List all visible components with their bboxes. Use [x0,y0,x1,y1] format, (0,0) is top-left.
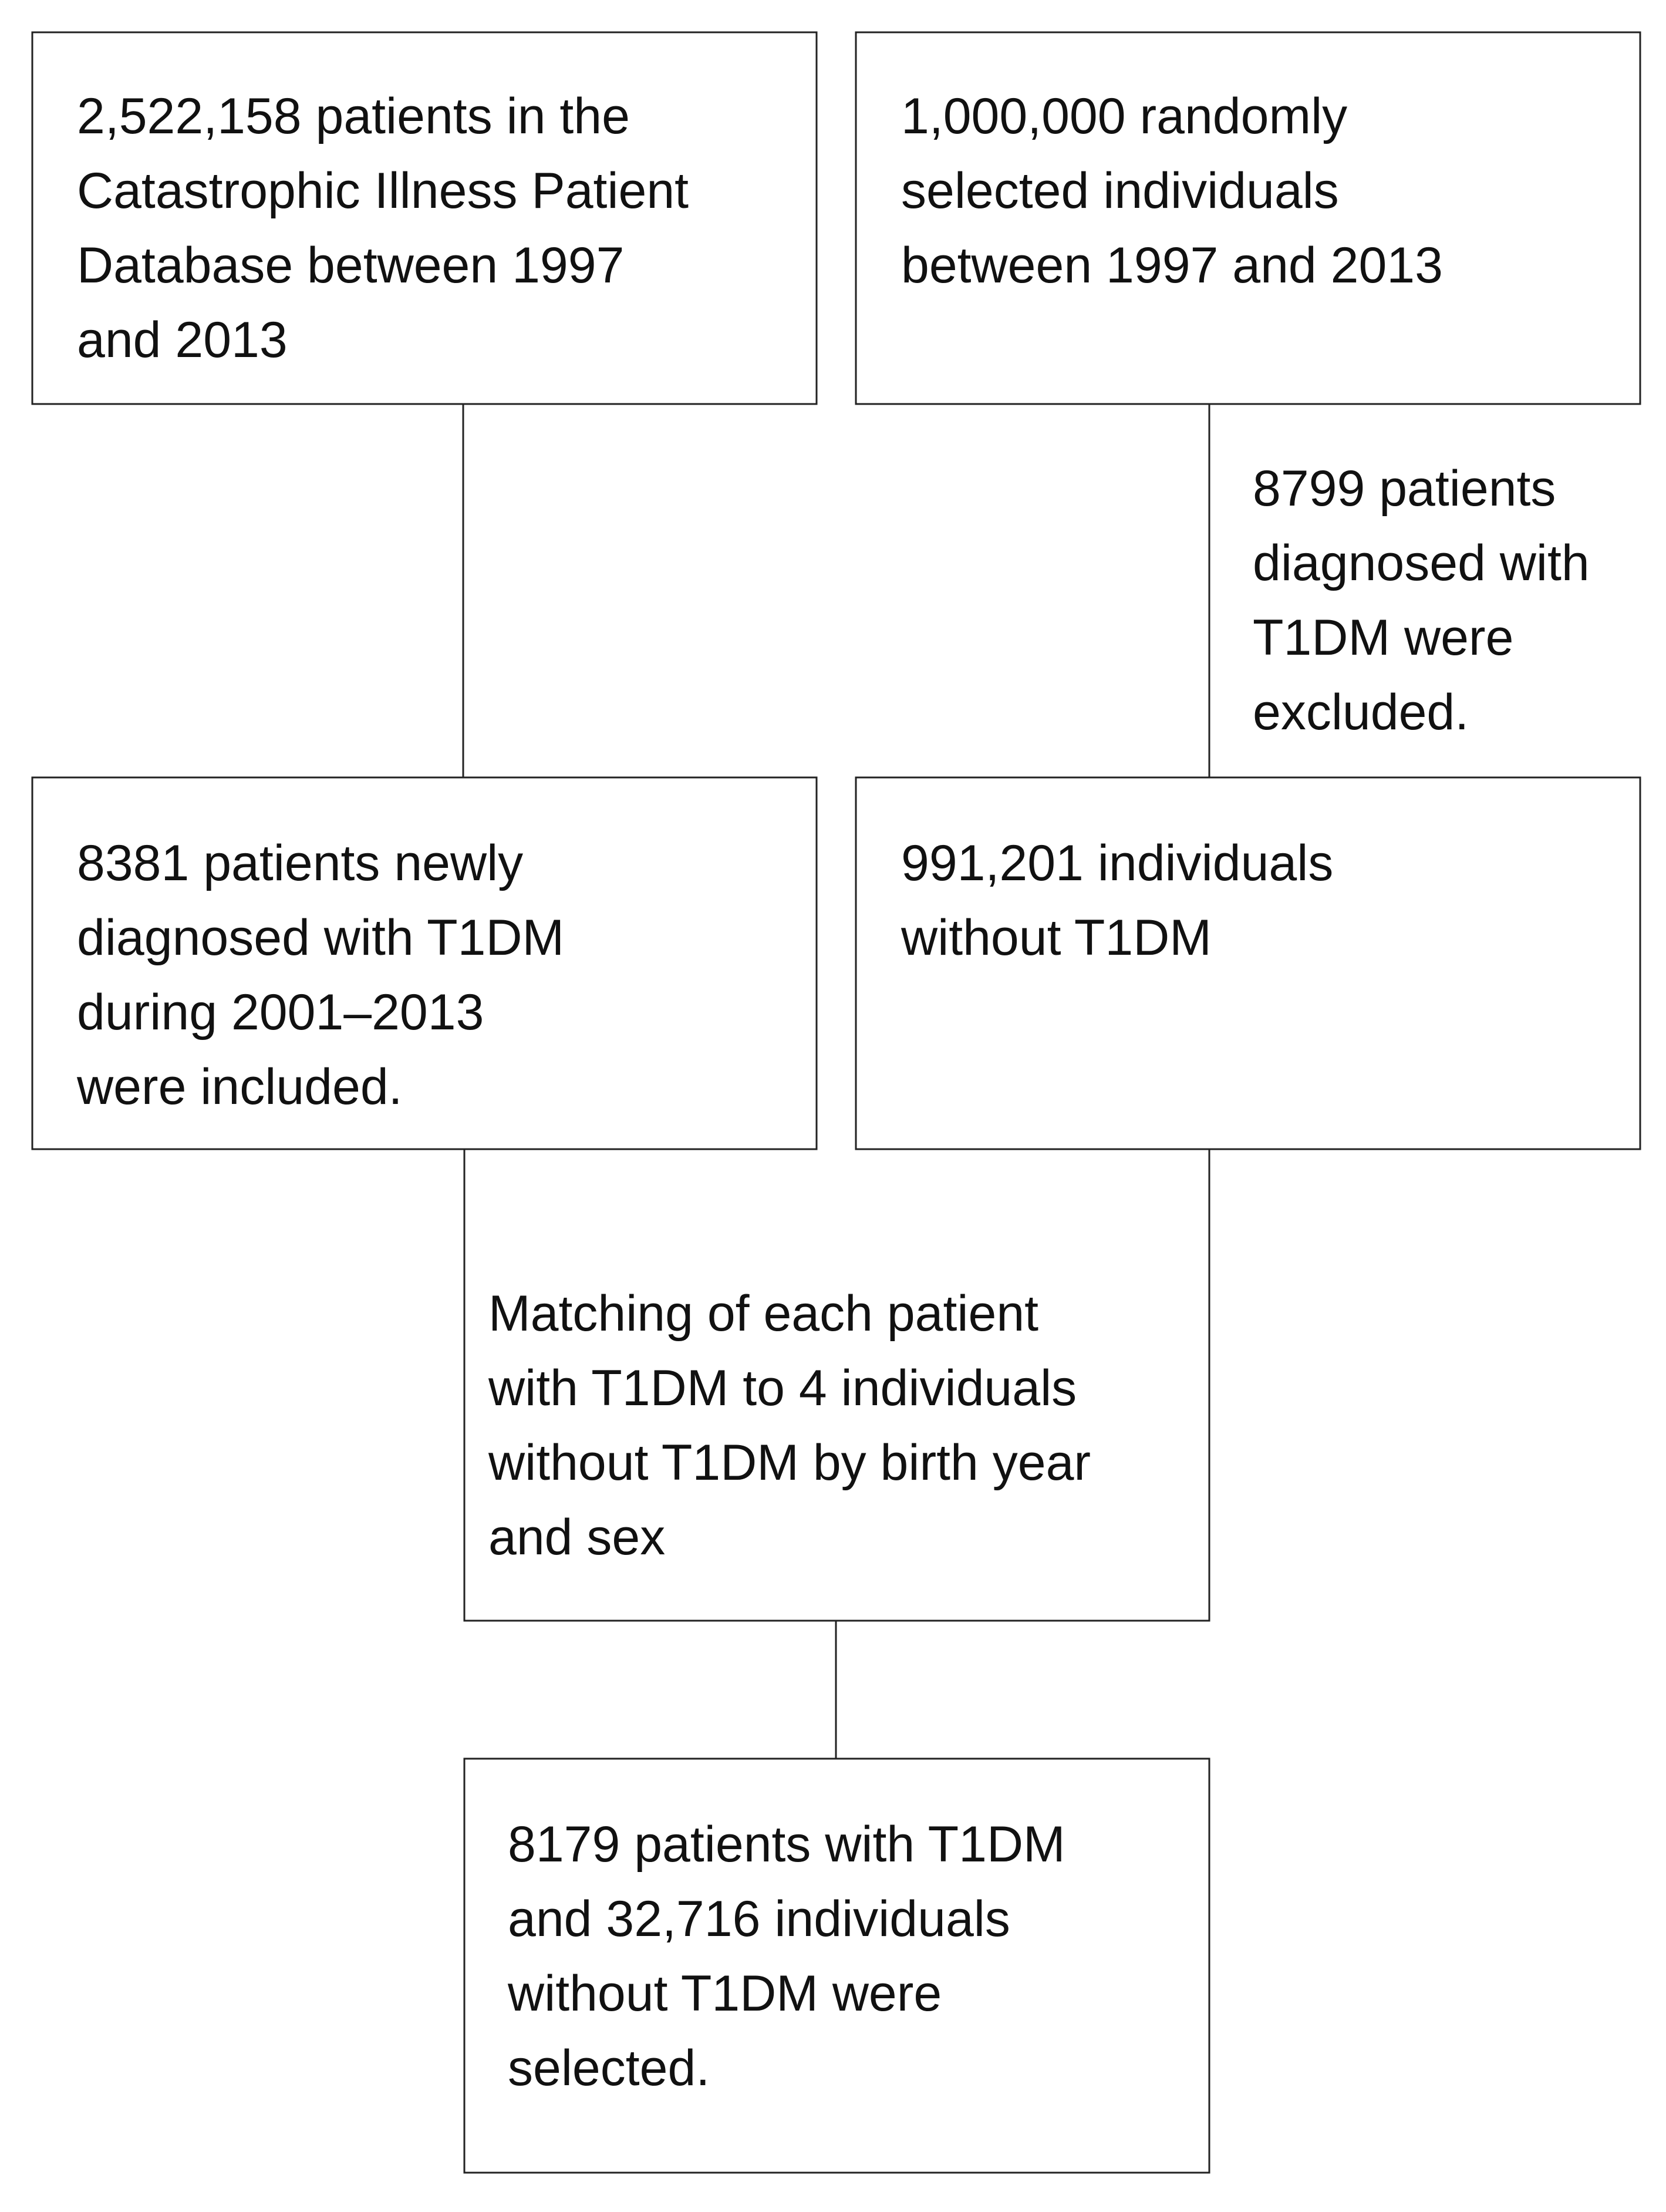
text-line: and sex [488,1509,665,1565]
box [855,31,1641,405]
box [31,776,818,1150]
text-line: diagnosed with T1DM [77,910,564,966]
text-line: T1DM were [1253,610,1513,666]
text-line: were included. [76,1059,403,1115]
text-line: Catastrophic Illness Patient [77,163,689,219]
text-line: with T1DM to 4 individuals [488,1360,1077,1416]
text-line: without T1DM were [507,1965,942,2022]
text-line: selected. [508,2040,710,2096]
text-line: during 2001–2013 [77,984,484,1041]
text-line: 8799 patients [1253,460,1556,517]
text-line: and 32,716 individuals [508,1891,1010,1947]
box [31,31,818,405]
text-line: 1,000,000 randomly [901,88,1347,144]
text-line: Database between 1997 [77,237,624,294]
text-line: without T1DM [901,910,1212,966]
text-line: Matching of each patient [488,1285,1038,1342]
text-line: and 2013 [77,312,288,368]
text-line: selected individuals [901,163,1339,219]
text-line: between 1997 and 2013 [901,237,1443,294]
box [855,776,1641,1150]
text-line: excluded. [1253,684,1469,740]
text-line: 8179 patients with T1DM [508,1816,1065,1873]
text-line: 2,522,158 patients in the [77,88,630,144]
text-line: without T1DM by birth year [488,1435,1091,1491]
text-line: 8381 patients newly [77,835,523,891]
text-line: diagnosed with [1253,535,1590,591]
text-line: 991,201 individuals [901,835,1333,891]
